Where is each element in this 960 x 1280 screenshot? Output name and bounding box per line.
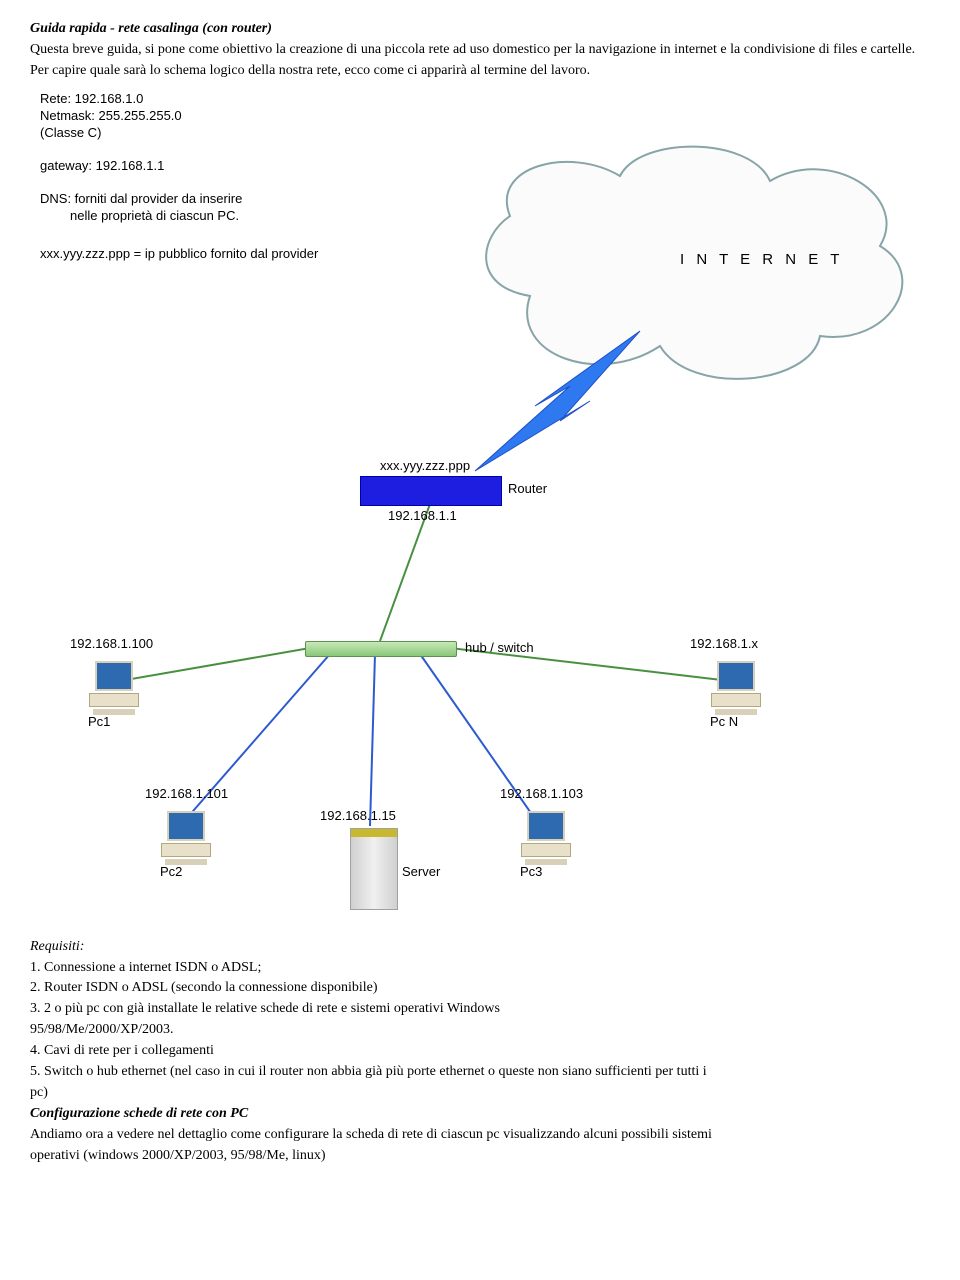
- hub-label: hub / switch: [465, 640, 534, 655]
- server-label: Server: [402, 864, 440, 879]
- req-4: 4. Cavi di rete per i collegamenti: [30, 1042, 930, 1061]
- router-icon: [360, 476, 502, 506]
- netmask-text: Netmask: 255.255.255.0: [40, 108, 182, 123]
- pc3-label: Pc3: [520, 864, 542, 879]
- router-label: Router: [508, 481, 547, 496]
- publicip-text: xxx.yyy.zzz.ppp = ip pubblico fornito da…: [40, 246, 318, 261]
- page-title: Guida rapida - rete casalinga (con route…: [30, 20, 930, 39]
- pc1-ip: 192.168.1.100: [70, 636, 153, 651]
- req-5a: 5. Switch o hub ethernet (nel caso in cu…: [30, 1063, 930, 1082]
- pc2-icon: [160, 811, 212, 861]
- pc1-icon: [88, 661, 140, 711]
- rete-text: Rete: 192.168.1.0: [40, 91, 143, 106]
- gateway-text: gateway: 192.168.1.1: [40, 158, 164, 173]
- pcn-icon: [710, 661, 762, 711]
- requisiti-title: Requisiti:: [30, 938, 930, 957]
- pc1-label: Pc1: [88, 714, 110, 729]
- req-5b: pc): [30, 1084, 930, 1103]
- req-3b: 95/98/Me/2000/XP/2003.: [30, 1021, 930, 1040]
- router-lan-ip: 192.168.1.1: [388, 508, 457, 523]
- hub-icon: [305, 641, 457, 657]
- dns-text-1: DNS: forniti dal provider da inserire: [40, 191, 242, 206]
- dns-text-2: nelle proprietà di ciascun PC.: [70, 208, 239, 223]
- pcn-label: Pc N: [710, 714, 738, 729]
- internet-label: I N T E R N E T: [680, 251, 843, 268]
- pc2-ip: 192.168.1.101: [145, 786, 228, 801]
- pc3-ip: 192.168.1.103: [500, 786, 583, 801]
- classe-text: (Classe C): [40, 125, 101, 140]
- config-title: Configurazione schede di rete con PC: [30, 1105, 930, 1124]
- intro-text-2: Per capire quale sarà lo schema logico d…: [30, 62, 930, 81]
- network-diagram: Rete: 192.168.1.0 Netmask: 255.255.255.0…: [30, 86, 930, 936]
- server-icon: [350, 828, 398, 910]
- router-wan-ip: xxx.yyy.zzz.ppp: [380, 458, 470, 473]
- req-1: 1. Connessione a internet ISDN o ADSL;: [30, 959, 930, 978]
- pcn-ip: 192.168.1.x: [690, 636, 758, 651]
- server-ip: 192.168.1.15: [320, 808, 396, 823]
- pc2-label: Pc2: [160, 864, 182, 879]
- config-text-2: operativi (windows 2000/XP/2003, 95/98/M…: [30, 1147, 930, 1166]
- config-text-1: Andiamo ora a vedere nel dettaglio come …: [30, 1126, 930, 1145]
- req-2: 2. Router ISDN o ADSL (secondo la connes…: [30, 979, 930, 998]
- req-3a: 3. 2 o più pc con già installate le rela…: [30, 1000, 930, 1019]
- intro-text-1: Questa breve guida, si pone come obietti…: [30, 41, 930, 60]
- pc3-icon: [520, 811, 572, 861]
